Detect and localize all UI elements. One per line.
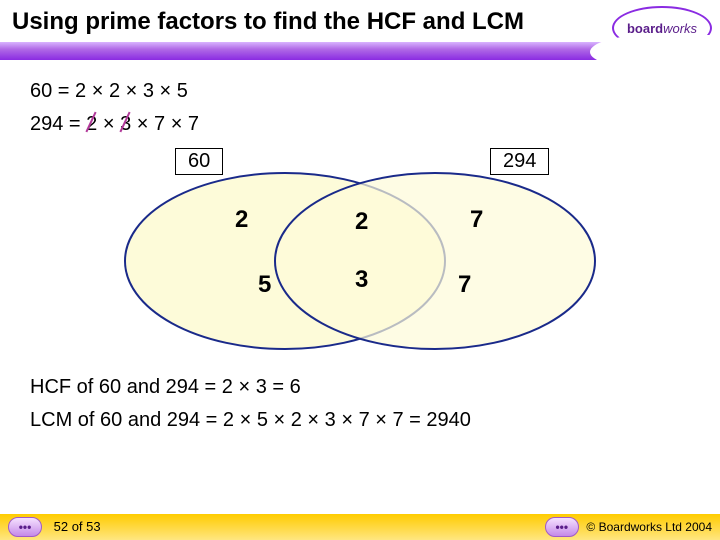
venn-center-bottom: 3 [355,266,368,294]
logo-text-bold: board [627,21,663,36]
venn-left-top: 2 [235,206,248,234]
page-indicator: 52 of 53 [54,519,101,534]
nav-prev-button[interactable]: ••• [8,517,42,537]
f294-prefix: 294 = [30,113,86,135]
venn-diagram: 60 294 2 5 2 3 7 7 [110,146,610,356]
footer: ••• 52 of 53 ••• © Boardworks Ltd 2004 [0,514,720,540]
venn-svg [110,146,610,356]
page-title: Using prime factors to find the HCF and … [12,8,524,36]
factorization-60: 60 = 2 × 2 × 3 × 5 [30,80,690,103]
venn-left-bottom: 5 [258,271,271,299]
header-divider [0,42,720,60]
lcm-result: LCM of 60 and 294 = 2 × 5 × 2 × 3 × 7 × … [30,409,690,432]
hcf-result: HCF of 60 and 294 = 2 × 3 = 6 [30,376,690,399]
venn-label-294: 294 [490,148,549,175]
venn-center-top: 2 [355,208,368,236]
venn-label-60: 60 [175,148,223,175]
venn-right-top: 7 [470,206,483,234]
f294-mid1: × [97,113,120,135]
venn-right-bottom: 7 [458,271,471,299]
factorization-294: 294 = 2 × 3 × 7 × 7 [30,113,690,136]
f294-suffix: × 7 × 7 [131,113,199,135]
logo-text-italic: works [663,21,697,36]
copyright: © Boardworks Ltd 2004 [586,520,712,534]
nav-next-button[interactable]: ••• [545,517,579,537]
